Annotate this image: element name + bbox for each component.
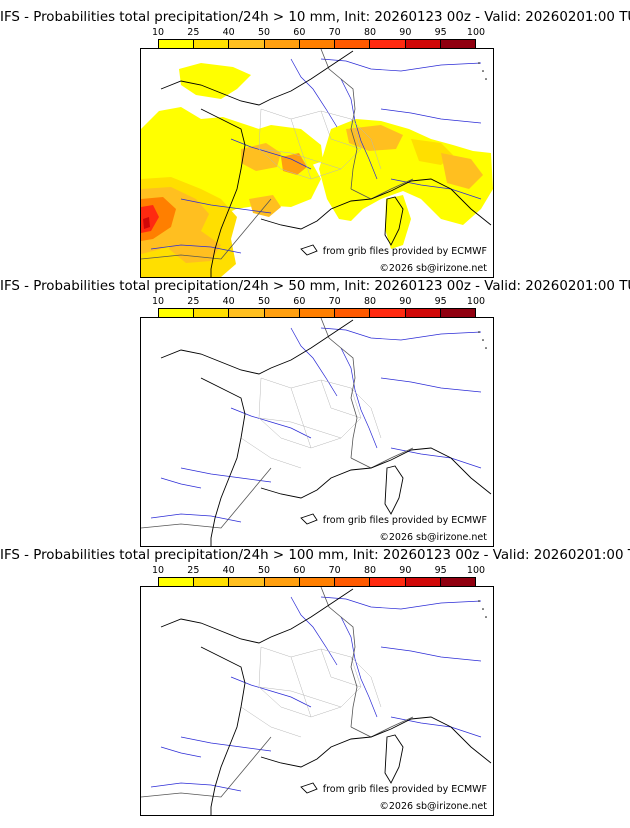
colorbar-swatch: [264, 40, 300, 48]
map-svg: [141, 49, 493, 277]
colorbar-tick-label: 25: [187, 296, 200, 307]
colorbar-tick-label: 60: [293, 296, 306, 307]
map-svg: [141, 318, 492, 546]
probability-map: from grib files provided by ECMWF ©2026 …: [140, 586, 494, 816]
colorbar-swatch: [264, 578, 300, 586]
colorbar-swatch: [194, 578, 230, 586]
colorbar-labels: 10 25 40 50 60 70 80 90 95 100: [152, 296, 485, 307]
colorbar-swatch: [405, 40, 441, 48]
panel-title: IFS - Probabilities total precipitation/…: [0, 548, 630, 563]
map-svg: [141, 587, 492, 815]
colorbar-tick-label: 70: [328, 565, 341, 576]
borders: [141, 318, 414, 529]
colorbar-tick-label: 100: [466, 565, 486, 576]
colorbar-swatch: [194, 40, 230, 48]
regions: [258, 108, 382, 180]
colorbar-swatch: [159, 40, 195, 48]
colorbar-swatch: [405, 578, 441, 586]
colorbar-swatch: [194, 309, 230, 317]
coastline: [160, 50, 492, 277]
colorbar-tick-label: 40: [222, 296, 235, 307]
colorbar-tick-label: 95: [434, 296, 447, 307]
colorbar-swatch: [370, 309, 406, 317]
colorbar-swatch: [405, 309, 441, 317]
colorbar-tick-label: 100: [466, 296, 486, 307]
rivers: [150, 327, 482, 523]
colorbar-tick-label: 25: [187, 565, 200, 576]
colorbar-tick-label: 40: [222, 27, 235, 38]
colorbar-tick-label: 50: [257, 27, 271, 38]
colorbar: [158, 308, 476, 318]
colorbar-tick-label: 100: [466, 27, 486, 38]
colorbar-tick-label: 70: [328, 27, 341, 38]
colorbar-tick-label: 10: [151, 565, 165, 576]
rivers: [150, 596, 482, 792]
regions: [240, 646, 382, 738]
colorbar-swatch: [299, 578, 336, 586]
colorbar-tick-label: 70: [328, 296, 341, 307]
colorbar-tick-label: 60: [293, 565, 306, 576]
panel-title: IFS - Probabilities total precipitation/…: [0, 10, 630, 25]
panel-10mm: IFS - Probabilities total precipitation/…: [0, 10, 630, 280]
borders: [141, 587, 414, 798]
colorbar-tick-label: 80: [363, 565, 377, 576]
colorbar-swatch: [299, 309, 336, 317]
colorbar-tick-label: 50: [257, 296, 271, 307]
colorbar-swatch: [229, 309, 265, 317]
colorbar-swatch: [159, 309, 195, 317]
colorbar-tick-label: 60: [293, 27, 306, 38]
dotted-islands: [478, 62, 487, 80]
panel-100mm: IFS - Probabilities total precipitation/…: [0, 548, 630, 818]
colorbar-swatch: [335, 578, 371, 586]
panel-title: IFS - Probabilities total precipitation/…: [0, 279, 630, 294]
copyright-credit: ©2026 sb@irizone.net: [379, 801, 487, 812]
source-credit: from grib files provided by ECMWF: [322, 784, 487, 795]
dotted-islands: [478, 331, 487, 349]
colorbar-swatch: [335, 309, 371, 317]
colorbar-tick-label: 10: [151, 27, 165, 38]
colorbar-tick-label: 90: [399, 296, 412, 307]
colorbar-swatch: [264, 309, 300, 317]
colorbar-tick-label: 90: [399, 565, 412, 576]
source-credit: from grib files provided by ECMWF: [322, 515, 487, 526]
colorbar-swatch: [229, 578, 265, 586]
colorbar-swatch: [370, 578, 406, 586]
regions: [240, 377, 382, 469]
colorbar-tick-label: 90: [399, 27, 412, 38]
colorbar-tick-label: 10: [151, 296, 165, 307]
colorbar-swatch: [299, 40, 336, 48]
dotted-islands: [478, 600, 487, 618]
colorbar-tick-label: 80: [363, 296, 377, 307]
coastline: [160, 319, 492, 546]
colorbar-swatch: [229, 40, 265, 48]
coastline: [160, 588, 492, 815]
panel-50mm: IFS - Probabilities total precipitation/…: [0, 279, 630, 549]
colorbar: [158, 577, 476, 587]
precip-shading: [141, 63, 493, 277]
colorbar-tick-label: 95: [434, 27, 447, 38]
colorbar-labels: 10 25 40 50 60 70 80 90 95 100: [152, 27, 485, 38]
colorbar-tick-label: 80: [363, 27, 377, 38]
colorbar-swatch: [440, 578, 475, 586]
copyright-credit: ©2026 sb@irizone.net: [379, 263, 487, 274]
colorbar-swatch: [440, 309, 475, 317]
colorbar-tick-label: 40: [222, 565, 235, 576]
borders: [141, 49, 414, 260]
probability-map: from grib files provided by ECMWF ©2026 …: [140, 317, 494, 547]
colorbar-swatch: [159, 578, 195, 586]
colorbar-swatch: [335, 40, 371, 48]
colorbar-swatch: [370, 40, 406, 48]
colorbar-labels: 10 25 40 50 60 70 80 90 95 100: [152, 565, 485, 576]
colorbar-swatch: [440, 40, 475, 48]
colorbar-tick-label: 50: [257, 565, 271, 576]
probability-map: from grib files provided by ECMWF ©2026 …: [140, 48, 494, 278]
copyright-credit: ©2026 sb@irizone.net: [379, 532, 487, 543]
colorbar-tick-label: 25: [187, 27, 200, 38]
source-credit: from grib files provided by ECMWF: [322, 246, 487, 257]
colorbar-tick-label: 95: [434, 565, 447, 576]
